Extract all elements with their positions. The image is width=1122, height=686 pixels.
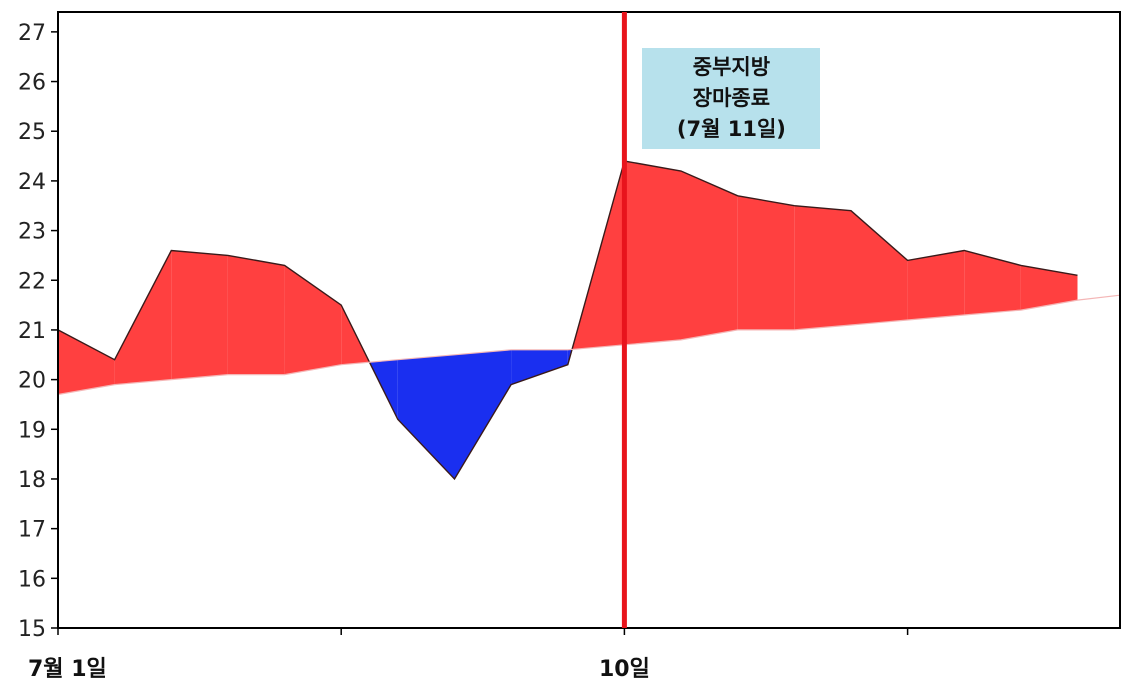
annotation-line-3: (7월 11일) <box>648 114 814 145</box>
y-axis: 15 16 17 18 19 20 21 22 23 24 25 26 27 <box>18 21 58 642</box>
y-tick-label-22: 22 <box>18 269 46 294</box>
annotation-line-1: 중부지방 <box>648 52 814 83</box>
x-axis: 7월 1일 10일 <box>28 628 908 682</box>
x-tick-label-20: 10일 <box>599 657 650 682</box>
anomaly-fill-warm-1-0 <box>115 251 172 385</box>
anomaly-fill-cool-6-0 <box>398 355 455 479</box>
y-tick-label-25: 25 <box>18 120 46 145</box>
anomaly-fill-warm-13-0 <box>794 206 851 330</box>
y-tick-label-18: 18 <box>18 468 46 493</box>
anomaly-fill-warm-12-0 <box>738 196 795 330</box>
anomaly-fill-warm-0-0 <box>58 330 115 395</box>
anomaly-fill-warm-10-0 <box>624 161 681 345</box>
y-tick-label-15: 15 <box>18 617 46 642</box>
anomaly-fill-cool-7-0 <box>455 350 512 479</box>
anomaly-fill-warm-4-0 <box>285 265 342 374</box>
anomaly-fills <box>58 161 1078 479</box>
y-tick-label-20: 20 <box>18 369 46 394</box>
anomaly-fill-warm-14-0 <box>851 211 908 325</box>
anomaly-fill-warm-16-0 <box>964 251 1021 316</box>
y-tick-label-17: 17 <box>18 518 46 543</box>
anomaly-fill-warm-2-0 <box>171 251 228 380</box>
annotation-box: 중부지방 장마종료 (7월 11일) <box>642 48 820 149</box>
y-tick-label-16: 16 <box>18 567 46 592</box>
anomaly-fill-warm-3-0 <box>228 255 285 374</box>
y-tick-label-24: 24 <box>18 170 46 195</box>
y-tick-label-23: 23 <box>18 220 46 245</box>
anomaly-fill-warm-17-0 <box>1021 265 1078 310</box>
x-tick-label-0: 7월 1일 <box>28 657 107 682</box>
y-tick-label-26: 26 <box>18 71 46 96</box>
y-tick-label-27: 27 <box>18 21 46 46</box>
anomaly-fill-warm-15-0 <box>908 251 965 321</box>
annotation-line-2: 장마종료 <box>648 83 814 114</box>
anomaly-fill-warm-11-0 <box>681 171 738 340</box>
y-tick-label-21: 21 <box>18 319 46 344</box>
y-tick-label-19: 19 <box>18 418 46 443</box>
